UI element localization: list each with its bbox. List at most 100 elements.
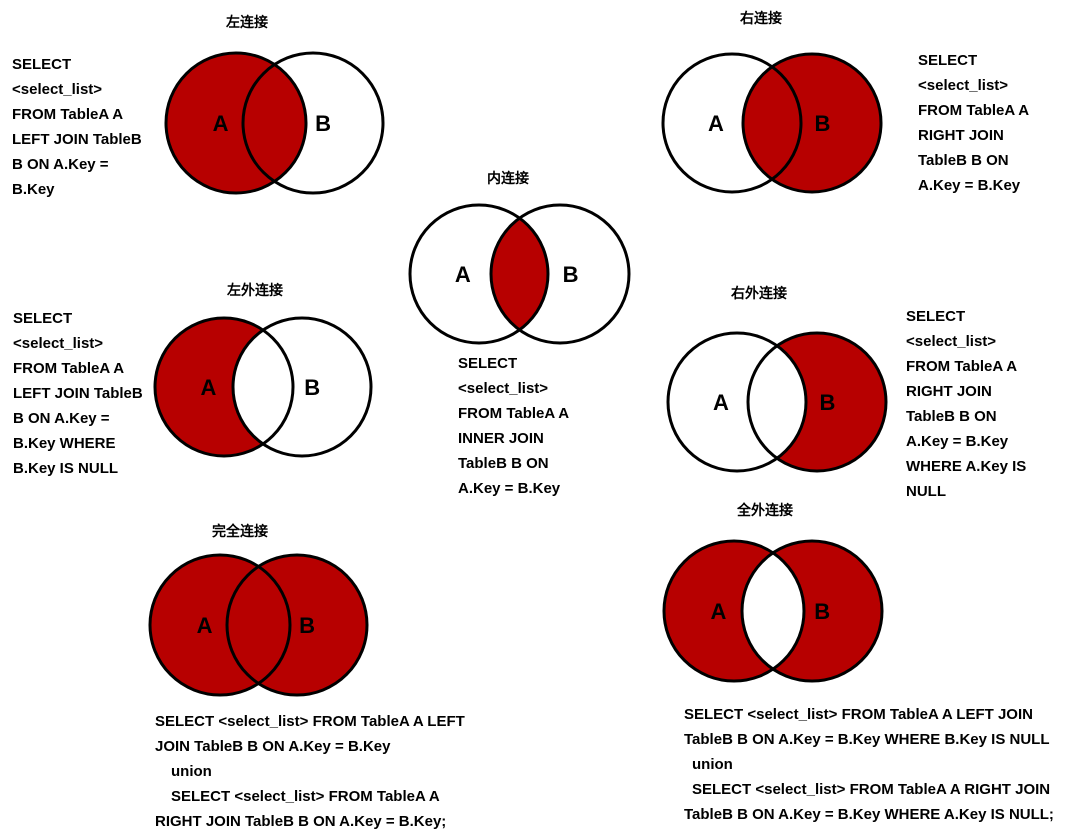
- sql-line: SELECT <select_list> FROM TableA A: [171, 788, 440, 805]
- circle-b-outline: [241, 51, 385, 195]
- sql-line: RIGHT JOIN: [918, 127, 1004, 144]
- circle-b-outline: [746, 331, 888, 473]
- circle-b-outline: [225, 553, 369, 697]
- title-inner-join: 内连接: [487, 171, 529, 187]
- sql-line: SELECT <select_list> FROM TableA A RIGHT…: [692, 781, 1051, 798]
- circle-a-outline: [148, 553, 292, 697]
- circle-b-outline: [740, 539, 884, 683]
- sql-line: SELECT: [458, 355, 518, 372]
- label-a: A: [455, 262, 471, 287]
- sql-line: SELECT <select_list> FROM TableA A LEFT: [155, 713, 465, 730]
- sql-line: LEFT JOIN TableB: [13, 385, 143, 402]
- sql-line: RIGHT JOIN TableB B ON A.Key = B.Key;: [155, 813, 447, 830]
- sql-line: FROM TableA A: [12, 106, 124, 123]
- circle-b-outline: [231, 316, 373, 458]
- label-b: B: [814, 599, 830, 624]
- circle-a-outline: [666, 331, 808, 473]
- sql-full-join: SELECT <select_list> FROM TableA A LEFT …: [155, 709, 465, 834]
- sql-line: TableB B ON: [918, 152, 1009, 169]
- sql-line: B.Key: [12, 181, 55, 198]
- sql-line: TableB B ON A.Key = B.Key WHERE B.Key IS…: [684, 731, 1050, 748]
- region-b-only: [742, 541, 882, 681]
- label-a: A: [713, 390, 729, 415]
- circle-a-outline: [408, 203, 550, 345]
- sql-line: <select_list>: [13, 335, 104, 352]
- sql-line: SELECT: [12, 56, 72, 73]
- sql-line: WHERE A.Key IS: [906, 458, 1027, 475]
- label-b: B: [304, 375, 320, 400]
- sql-line: SELECT <select_list> FROM TableA A LEFT …: [684, 706, 1033, 723]
- sql-line: B.Key WHERE: [13, 435, 116, 452]
- sql-line: SELECT: [13, 310, 73, 327]
- label-b: B: [814, 111, 830, 136]
- sql-line: RIGHT JOIN: [906, 383, 992, 400]
- region-b: [227, 555, 367, 695]
- sql-right-join: SELECT <select_list> FROM TableA A RIGHT…: [918, 48, 1029, 198]
- sql-line: FROM TableA A: [906, 358, 1018, 375]
- label-b: B: [563, 262, 579, 287]
- sql-full-outer-join: SELECT <select_list> FROM TableA A LEFT …: [684, 702, 1054, 827]
- sql-line: TableB B ON: [458, 455, 549, 472]
- title-right-join: 右连接: [740, 11, 782, 27]
- sql-line: <select_list>: [12, 81, 103, 98]
- sql-line: B.Key IS NULL: [13, 460, 119, 477]
- sql-line: <select_list>: [906, 333, 997, 350]
- sql-line: union: [171, 763, 212, 780]
- sql-line: JOIN TableB B ON A.Key = B.Key: [155, 738, 391, 755]
- sql-line: A.Key = B.Key: [918, 177, 1021, 194]
- sql-line: <select_list>: [918, 77, 1009, 94]
- sql-right-outer-join: SELECT <select_list> FROM TableA A RIGHT…: [906, 304, 1026, 504]
- circle-a-outline: [662, 539, 806, 683]
- circle-b-outline: [489, 203, 631, 345]
- sql-line: FROM TableA A: [13, 360, 125, 377]
- label-a: A: [197, 613, 213, 638]
- circle-a-outline: [153, 316, 295, 458]
- sql-line: FROM TableA A: [458, 405, 570, 422]
- sql-line: union: [692, 756, 733, 773]
- sql-line: FROM TableA A: [918, 102, 1030, 119]
- label-a: A: [708, 111, 724, 136]
- title-full-outer-join: 全外连接: [737, 503, 793, 519]
- title-right-outer-join: 右外连接: [731, 286, 787, 302]
- sql-line: <select_list>: [458, 380, 549, 397]
- sql-line: B ON A.Key =: [12, 156, 109, 173]
- region-a: [166, 53, 306, 193]
- label-b: B: [299, 613, 315, 638]
- sql-line: SELECT: [906, 308, 966, 325]
- region-a-only: [155, 318, 293, 456]
- sql-line: A.Key = B.Key: [906, 433, 1009, 450]
- sql-line: LEFT JOIN TableB: [12, 131, 142, 148]
- label-a: A: [213, 111, 229, 136]
- sql-line: TableB B ON A.Key = B.Key WHERE A.Key IS…: [684, 806, 1054, 823]
- label-b: B: [315, 111, 331, 136]
- region-intersection: [491, 205, 548, 343]
- title-left-join: 左连接: [226, 15, 268, 31]
- sql-line: SELECT: [918, 52, 978, 69]
- circle-a-outline: [661, 52, 803, 194]
- label-a: A: [200, 375, 216, 400]
- sql-left-join: SELECT <select_list> FROM TableA A LEFT …: [12, 52, 142, 202]
- region-b-only: [748, 333, 886, 471]
- label-a: A: [710, 599, 726, 624]
- region-b: [743, 54, 881, 192]
- sql-line: B ON A.Key =: [13, 410, 110, 427]
- sql-line: TableB B ON: [906, 408, 997, 425]
- sql-line: NULL: [906, 483, 946, 500]
- sql-left-outer-join: SELECT <select_list> FROM TableA A LEFT …: [13, 306, 143, 481]
- sql-line: INNER JOIN: [458, 430, 544, 447]
- circle-b-outline: [741, 52, 883, 194]
- label-b: B: [819, 390, 835, 415]
- sql-inner-join: SELECT <select_list> FROM TableA A INNER…: [458, 351, 569, 501]
- circle-a-outline: [164, 51, 308, 195]
- sql-line: A.Key = B.Key: [458, 480, 561, 497]
- title-full-join: 完全连接: [212, 524, 268, 540]
- title-left-outer-join: 左外连接: [227, 283, 283, 299]
